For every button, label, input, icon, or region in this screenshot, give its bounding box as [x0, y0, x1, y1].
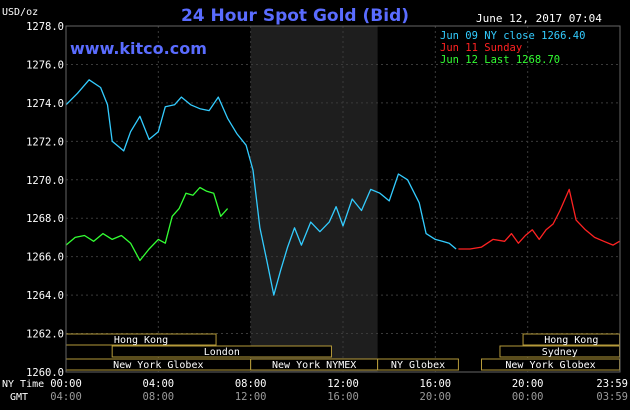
- y-tick-label: 1260.0: [26, 367, 64, 379]
- session-bars: Hong Kong Hong Kong London Sydney New York G…: [65, 333, 621, 371]
- plot-frame: [65, 25, 621, 373]
- y-axis-ticks: 1278.0 1276.0 1274.0 1272.0 1270.0 1268.0 1266…: [26, 21, 64, 379]
- y-tick-label: 1272.0: [26, 136, 64, 148]
- session-label: Hong Kong: [544, 335, 598, 346]
- x-tick-label-ny: 23:59: [596, 378, 628, 390]
- x-tick-label-gmt: 08:00: [143, 391, 175, 403]
- y-tick-label: 1264.0: [26, 290, 64, 302]
- x-tick-label-ny: 20:00: [512, 378, 544, 390]
- series-line: [65, 186, 229, 262]
- session-label: NY Globex: [391, 360, 445, 371]
- x-tick-label-gmt: 12:00: [235, 391, 267, 403]
- session-bar: New York Globex: [65, 358, 252, 371]
- x-tick-label-ny: 12:00: [327, 378, 359, 390]
- x-tick-label-ny: 08:00: [235, 378, 267, 390]
- session-label: London: [204, 347, 240, 358]
- grid-lines: [66, 26, 620, 372]
- y-tick-label: 1268.0: [26, 213, 64, 225]
- x-tick-label-gmt: 03:59: [596, 391, 628, 403]
- session-label: New York Globex: [113, 360, 203, 371]
- legend-entry-jun11: Jun 11 Sunday: [440, 42, 522, 54]
- y-tick-label: 1266.0: [26, 252, 64, 264]
- nymex-session-shade: [250, 26, 378, 372]
- series-line: [458, 188, 620, 250]
- session-bar: New York NYMEX: [250, 358, 379, 371]
- y-tick-label: 1270.0: [26, 175, 64, 187]
- y-tick-label: 1276.0: [26, 59, 64, 71]
- legend-entry-jun12: Jun 12 Last 1268.70: [440, 54, 560, 66]
- x-axis-ny-time-label: NY Time: [2, 379, 44, 390]
- session-bar: Sydney: [499, 345, 621, 358]
- series-line: [65, 79, 457, 296]
- x-tick-label-gmt: 16:00: [327, 391, 359, 403]
- legend-entry-jun09: Jun 09 NY close 1266.40: [440, 30, 585, 42]
- x-tick-label-gmt: 04:00: [50, 391, 82, 403]
- x-tick-label-gmt: 20:00: [420, 391, 452, 403]
- chart-title: 24 Hour Spot Gold (Bid): [181, 6, 409, 26]
- session-bar: Hong Kong: [65, 333, 217, 346]
- session-label: Sydney: [542, 347, 578, 358]
- chart-timestamp: June 12, 2017 07:04: [476, 12, 602, 25]
- x-axis-gmt-label: GMT: [10, 392, 28, 403]
- session-label: Hong Kong: [114, 335, 168, 346]
- watermark-text: www.kitco.com: [70, 39, 207, 58]
- x-axis-ticks: 00:0004:0004:0008:0008:0012:0012:0016:00…: [50, 378, 628, 403]
- session-bar: NY Globex: [377, 358, 459, 371]
- session-label: New York NYMEX: [272, 360, 356, 371]
- session-label: New York Globex: [505, 360, 595, 371]
- x-tick-label-ny: 00:00: [50, 378, 82, 390]
- x-tick-label-gmt: 00:00: [512, 391, 544, 403]
- x-tick-label-ny: 16:00: [420, 378, 452, 390]
- legend: Jun 09 NY close 1266.40 Jun 11 Sunday Ju…: [440, 30, 585, 66]
- session-bar: New York Globex: [481, 358, 621, 371]
- y-axis-unit-label: USD/oz: [2, 7, 38, 18]
- y-tick-label: 1262.0: [26, 329, 64, 341]
- session-bar: Hong Kong: [522, 333, 621, 346]
- session-bar: London: [111, 345, 332, 358]
- x-tick-label-ny: 04:00: [143, 378, 175, 390]
- series-lines: [65, 79, 620, 296]
- y-tick-label: 1274.0: [26, 98, 64, 110]
- y-tick-label: 1278.0: [26, 21, 64, 33]
